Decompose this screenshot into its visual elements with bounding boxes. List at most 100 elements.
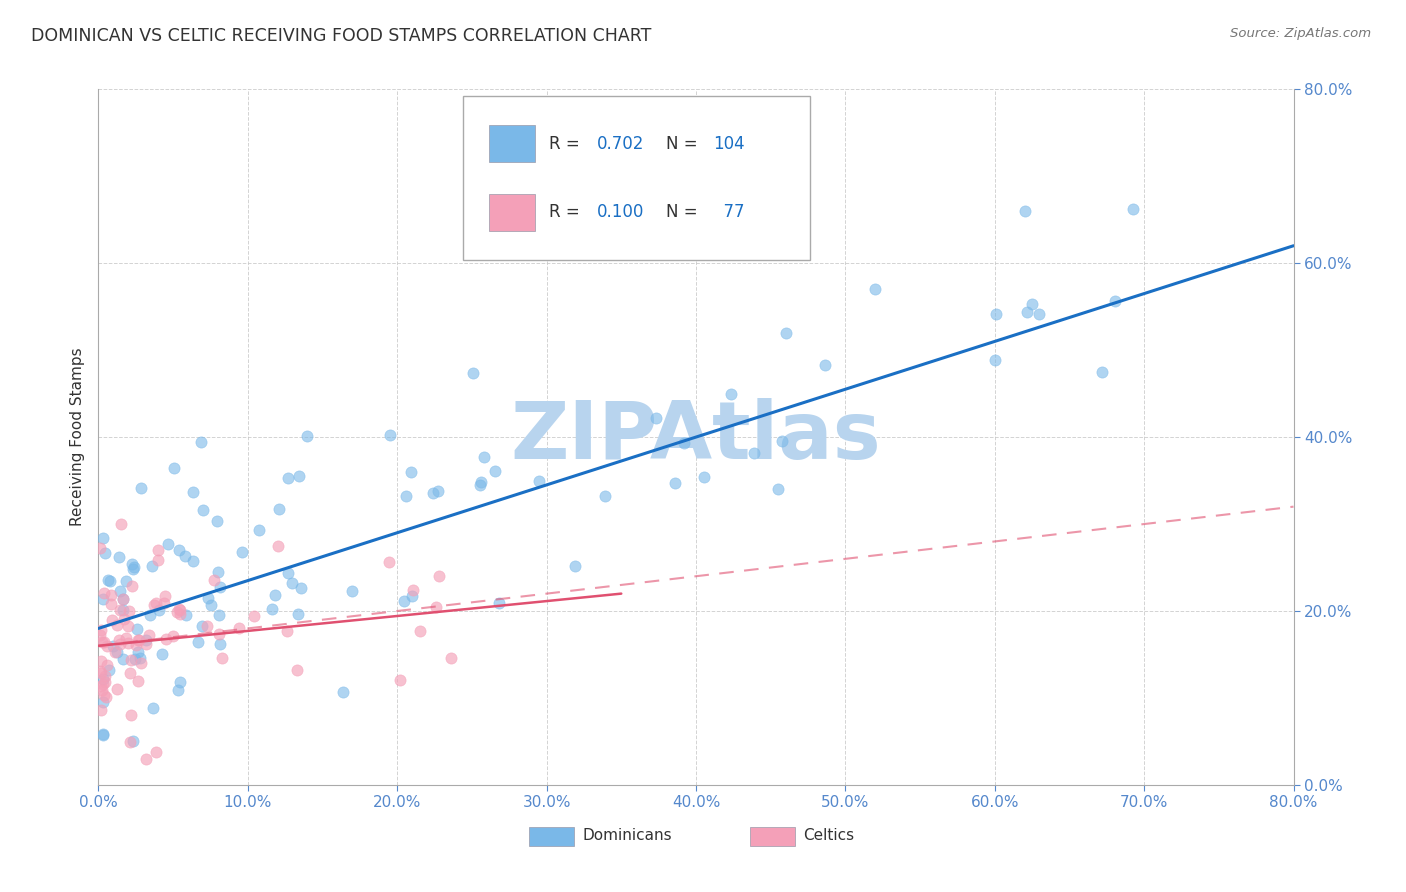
Text: 0.100: 0.100 <box>596 203 644 221</box>
Point <box>93 586 115 600</box>
Point <box>429 569 451 583</box>
Point <box>439 650 461 665</box>
Point <box>595 489 617 503</box>
Point <box>153 596 176 610</box>
Text: N =: N = <box>666 203 703 221</box>
Point <box>143 599 166 613</box>
Point <box>127 674 149 689</box>
Point <box>90 624 112 638</box>
Point <box>153 590 176 604</box>
Point <box>231 545 253 559</box>
Point <box>775 326 797 340</box>
Point <box>332 685 354 699</box>
Point <box>247 523 270 537</box>
Point <box>93 669 115 683</box>
Point <box>120 707 142 722</box>
Text: DOMINICAN VS CELTIC RECEIVING FOOD STAMPS CORRELATION CHART: DOMINICAN VS CELTIC RECEIVING FOOD STAMP… <box>31 27 651 45</box>
Point <box>162 629 184 643</box>
Point <box>128 633 150 648</box>
Point <box>197 591 219 606</box>
Point <box>122 560 145 574</box>
Point <box>107 633 129 648</box>
FancyBboxPatch shape <box>529 827 574 847</box>
Point <box>105 617 128 632</box>
Text: Dominicans: Dominicans <box>582 829 672 843</box>
Point <box>655 161 678 175</box>
Point <box>118 734 141 748</box>
Point <box>564 558 586 573</box>
Point <box>277 471 299 485</box>
Point <box>529 474 551 488</box>
Text: 77: 77 <box>713 203 744 221</box>
Point <box>470 478 492 492</box>
Point <box>488 596 510 610</box>
Point <box>120 666 142 681</box>
Point <box>122 734 145 748</box>
Point <box>117 619 139 633</box>
Point <box>394 594 416 608</box>
Point <box>169 607 191 621</box>
Point <box>155 632 177 646</box>
Point <box>96 639 118 653</box>
Point <box>644 411 666 425</box>
Point <box>484 464 506 478</box>
Point <box>112 592 135 607</box>
Point <box>105 681 128 696</box>
Point <box>395 489 418 503</box>
Point <box>202 573 225 587</box>
Point <box>422 486 444 500</box>
Point <box>401 589 423 603</box>
Point <box>108 584 131 599</box>
Point <box>1021 297 1043 311</box>
Point <box>174 608 197 623</box>
Point <box>98 574 121 589</box>
Point <box>388 673 411 688</box>
Point <box>112 592 135 607</box>
Point <box>260 602 283 616</box>
Point <box>98 664 121 678</box>
Point <box>96 690 118 704</box>
Point <box>112 652 135 666</box>
Point <box>770 434 793 448</box>
Point <box>167 601 190 615</box>
Point <box>288 468 311 483</box>
FancyBboxPatch shape <box>463 96 810 260</box>
Point <box>91 695 114 709</box>
Point <box>145 596 167 610</box>
Text: 104: 104 <box>713 135 744 153</box>
Point <box>129 656 152 670</box>
Point <box>768 482 790 496</box>
Point <box>984 352 1007 367</box>
Point <box>110 637 132 651</box>
Point <box>191 619 214 633</box>
Point <box>402 582 425 597</box>
Point <box>148 603 170 617</box>
Point <box>208 607 231 622</box>
Point <box>94 675 117 690</box>
Point <box>93 635 115 649</box>
Point <box>117 635 139 649</box>
Point <box>163 461 186 475</box>
Point <box>1017 305 1039 319</box>
Point <box>139 608 162 623</box>
Point <box>110 516 132 531</box>
Point <box>108 603 131 617</box>
Point <box>100 613 122 627</box>
Point <box>90 682 112 697</box>
Point <box>104 645 127 659</box>
Point <box>285 663 308 677</box>
Point <box>89 541 111 556</box>
Point <box>129 651 152 665</box>
Point <box>156 537 179 551</box>
Point <box>720 387 742 401</box>
Point <box>191 502 214 516</box>
Point <box>142 701 165 715</box>
Text: 0.702: 0.702 <box>596 135 644 153</box>
Point <box>290 582 312 596</box>
Point <box>91 676 114 690</box>
Point <box>181 554 204 568</box>
Point <box>90 635 112 649</box>
Point <box>167 542 190 557</box>
Point <box>93 688 115 702</box>
Point <box>672 436 695 450</box>
